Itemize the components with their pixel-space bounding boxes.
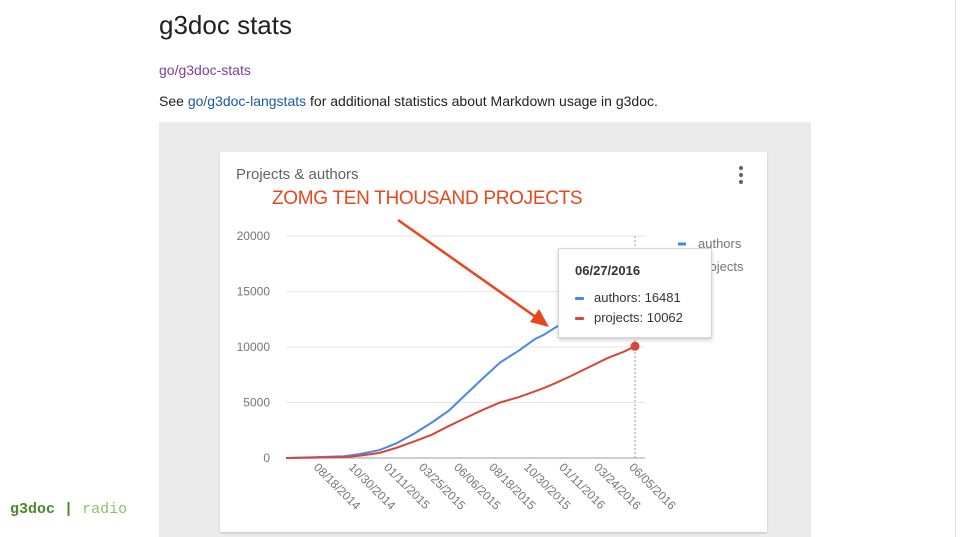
- description-prefix: See: [159, 93, 188, 109]
- description-suffix: for additional statistics about Markdown…: [306, 93, 658, 109]
- footer-separator: |: [64, 501, 74, 518]
- chart-title: Projects & authors: [236, 166, 359, 183]
- authors-swatch: [575, 297, 584, 301]
- page-title: g3doc stats: [159, 10, 292, 40]
- y-tick-label: 5000: [243, 396, 270, 410]
- langstats-link[interactable]: go/g3doc-langstats: [187, 93, 307, 109]
- shortlink-link[interactable]: go/g3doc-stats: [159, 62, 251, 78]
- series-point-projects: [630, 341, 640, 351]
- tooltip-authors-label: authors: 16481: [594, 290, 681, 305]
- y-tick-label: 15000: [237, 285, 271, 299]
- description-text: See go/g3doc-langstats for additional st…: [159, 93, 658, 109]
- right-divider: [955, 0, 956, 537]
- more-vert-icon[interactable]: [736, 166, 746, 186]
- footer-brand: g3doc | radio: [10, 501, 127, 518]
- footer-brand-name: g3doc: [10, 501, 56, 518]
- tooltip-projects-label: projects: 10062: [594, 310, 683, 325]
- tooltip-date: 06/27/2016: [575, 263, 641, 278]
- chart-tooltip: 06/27/2016 authors: 16481 projects: 1006…: [558, 248, 712, 338]
- y-tick-label: 0: [263, 451, 270, 465]
- tooltip-row-projects: projects: 10062: [575, 310, 683, 325]
- y-tick-label: 20000: [237, 229, 271, 243]
- series-line-projects: [285, 345, 636, 459]
- legend-label: authors: [698, 236, 742, 251]
- footer-subtitle: radio: [82, 501, 128, 518]
- chart-card: Projects & authors 20000 15000 10000 5000 0 0…: [220, 152, 767, 532]
- tooltip-row-authors: authors: 16481: [575, 290, 681, 305]
- y-tick-label: 10000: [237, 340, 271, 354]
- projects-swatch: [575, 317, 584, 321]
- annotation-text: ZOMG TEN THOUSAND PROJECTS: [272, 188, 583, 209]
- line-chart: 2000015000100005000008/18/201410/30/2014…: [237, 229, 744, 513]
